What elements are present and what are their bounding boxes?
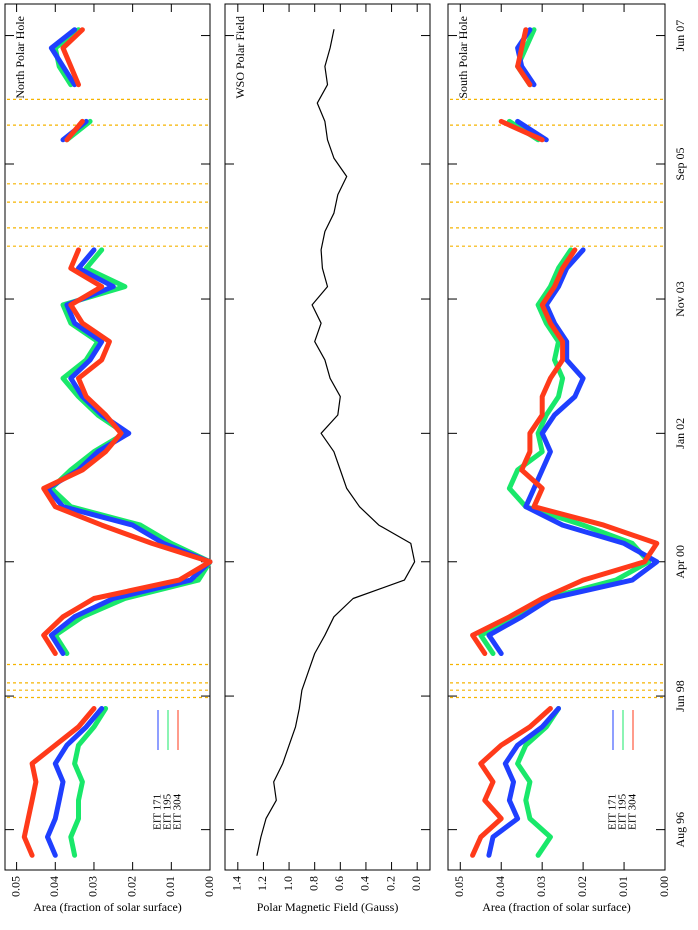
- x-tick-label: Jan 02: [673, 418, 687, 449]
- series-line: [45, 27, 213, 858]
- legend-label: EIT 171: [607, 794, 619, 830]
- y-tick-label: 0.00: [202, 876, 216, 897]
- y-tick-label: 0.04: [493, 876, 507, 897]
- series-line: [478, 27, 652, 858]
- y-tick-label: 0.03: [534, 876, 548, 897]
- panel-title: WSO Polar Field: [233, 16, 247, 99]
- y-tick-label: 1.0: [281, 876, 295, 891]
- y-tick-label: 0.02: [575, 876, 589, 897]
- y-axis-title: Area (fraction of solar surface): [482, 900, 631, 914]
- series-line: [48, 27, 213, 858]
- rotated-figure: 0.00 0.01 0.02 0.03 0.04 0.05 Area (fraction o…: [4, 3, 687, 914]
- x-tick-label: Aug 96: [673, 812, 687, 848]
- panel-frame: [224, 3, 431, 871]
- y-tick-label: 0.02: [124, 876, 138, 897]
- y-axis-title: Polar Magnetic Field (Gauss): [257, 900, 399, 914]
- y-tick-label: 0.01: [163, 876, 177, 897]
- series-line: [21, 27, 213, 858]
- legend-label: EIT 195: [617, 793, 629, 830]
- y-tick-label: 0.2: [383, 876, 397, 891]
- panel-frame: [447, 3, 666, 871]
- panel-frame: [4, 3, 211, 871]
- series-line: [486, 27, 660, 858]
- x-tick-label: Nov 03: [673, 281, 687, 317]
- legend-label: EIT 171: [152, 794, 164, 830]
- legend-label: EIT 304: [172, 793, 184, 830]
- y-tick-label: 0.05: [452, 876, 466, 897]
- series-line: [470, 27, 660, 858]
- panel-title: North Polar Hole: [13, 16, 27, 99]
- y-tick-label: 1.2: [255, 876, 269, 891]
- y-tick-label: 0.03: [86, 876, 100, 897]
- y-tick-label: 0.4: [358, 876, 372, 891]
- y-tick-label: 0.01: [616, 876, 630, 897]
- legend-label: EIT 195: [162, 793, 174, 830]
- x-tick-label: Sep 05: [673, 147, 687, 180]
- y-tick-label: 0.00: [657, 876, 671, 897]
- y-axis-title: Area (fraction of solar surface): [33, 900, 182, 914]
- y-tick-label: 0.05: [8, 876, 22, 897]
- y-tick-label: 0.8: [306, 876, 320, 891]
- x-tick-label: Jun 98: [673, 680, 687, 712]
- y-tick-label: 0.6: [332, 876, 346, 891]
- y-tick-label: 1.4: [230, 876, 244, 891]
- panel-title: South Polar Hole: [456, 16, 470, 99]
- x-tick-label: Apr 00: [673, 545, 687, 579]
- legend-label: EIT 304: [627, 793, 639, 830]
- y-tick-label: 0.04: [47, 876, 61, 897]
- y-tick-label: 0.0: [409, 876, 423, 891]
- series-line: [256, 29, 416, 856]
- x-tick-label: Jun 07: [673, 20, 687, 52]
